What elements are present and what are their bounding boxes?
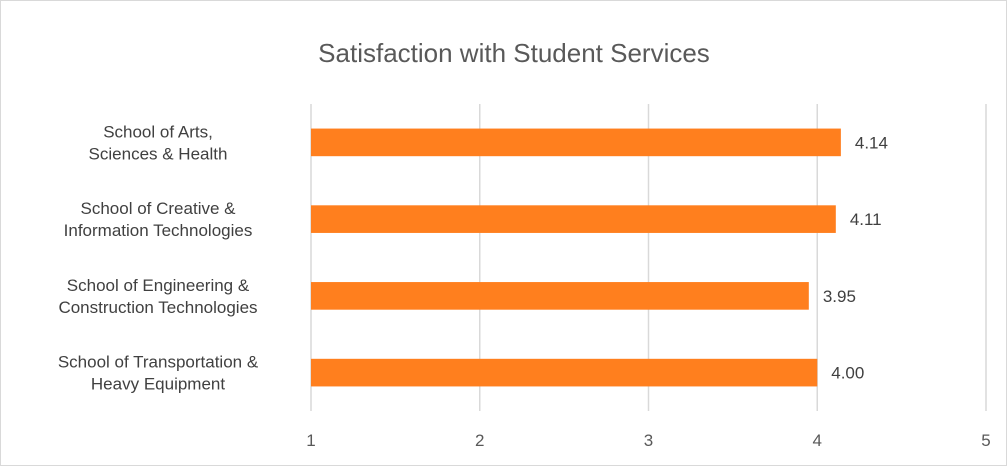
category-label: School of Creative & [81,199,237,218]
category-label: School of Arts, [103,122,213,141]
bar [311,358,818,387]
data-label: 4.00 [831,364,864,383]
x-tick-label: 4 [813,431,822,450]
category-label: School of Transportation & [58,353,259,372]
category-label: School of Engineering & [67,276,250,295]
x-tick-label: 1 [306,431,315,450]
bar [311,128,841,157]
data-label: 3.95 [823,287,856,306]
x-tick-label: 5 [981,431,990,450]
category-label: Heavy Equipment [91,375,225,394]
data-label: 4.14 [855,133,888,152]
category-label: Sciences & Health [89,144,228,163]
bars: 4.14 4.11 3.95 4.00 [311,128,888,387]
category-label: Information Technologies [64,221,253,240]
x-tick-label: 2 [475,431,484,450]
bar [311,205,836,233]
x-tick-label: 3 [644,431,653,450]
bar [311,282,809,310]
data-label: 4.11 [850,210,882,229]
x-axis-ticks: 1 2 3 4 5 [306,431,990,450]
chart-title: Satisfaction with Student Services [318,38,710,68]
category-labels: School of Arts, Sciences & Health School o… [58,122,259,393]
category-label: Construction Technologies [58,298,257,317]
